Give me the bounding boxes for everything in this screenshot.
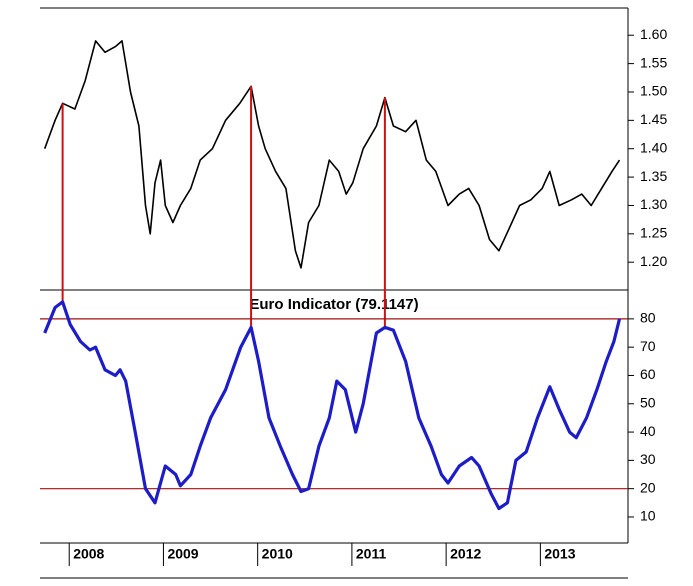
y-tick-label: 1.55 xyxy=(640,54,667,70)
y-tick-label: 1.60 xyxy=(640,26,667,42)
y-tick-label: 1.45 xyxy=(640,111,667,127)
y-tick-label: 50 xyxy=(640,394,656,410)
y-tick-label: 40 xyxy=(640,423,656,439)
y-tick-label: 1.30 xyxy=(640,196,667,212)
y-tick-label: 1.40 xyxy=(640,139,667,155)
x-tick-label: 2011 xyxy=(356,546,387,562)
y-tick-label: 1.20 xyxy=(640,253,667,269)
y-tick-label: 1.35 xyxy=(640,168,667,184)
x-tick-label: 2013 xyxy=(544,546,575,562)
y-tick-label: 70 xyxy=(640,338,656,354)
y-tick-label: 10 xyxy=(640,508,656,524)
y-tick-label: 1.50 xyxy=(640,83,667,99)
y-tick-label: 30 xyxy=(640,451,656,467)
y-tick-label: 60 xyxy=(640,366,656,382)
x-tick-label: 2008 xyxy=(73,546,104,562)
y-tick-label: 20 xyxy=(640,479,656,495)
indicator-line xyxy=(43,300,622,511)
y-tick-label: 80 xyxy=(640,310,656,326)
x-tick-label: 2010 xyxy=(262,546,293,562)
x-tick-label: 2012 xyxy=(450,546,481,562)
y-tick-label: 1.25 xyxy=(640,225,667,241)
indicator-title: Euro Indicator (79.1147) xyxy=(249,296,418,313)
x-tick-label: 2009 xyxy=(167,546,198,562)
price-line xyxy=(43,40,621,269)
